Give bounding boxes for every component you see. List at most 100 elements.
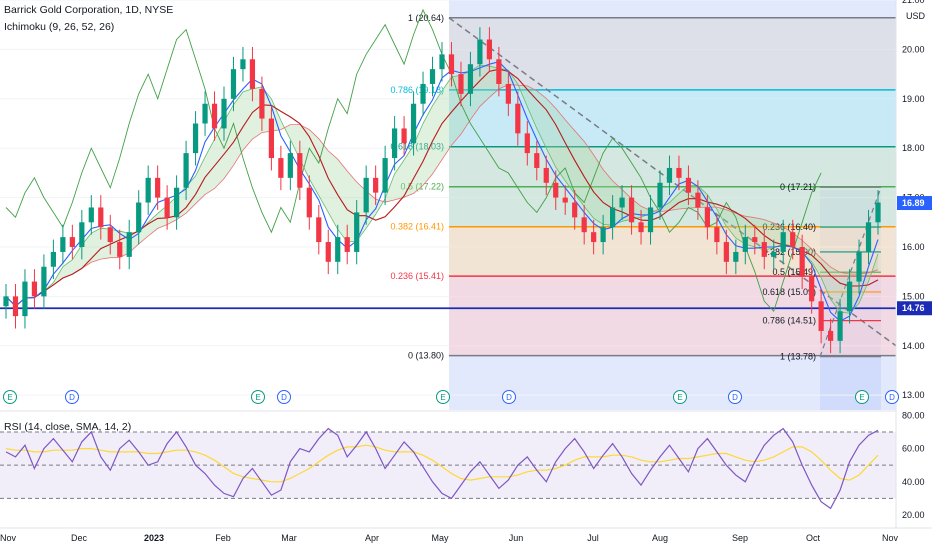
earnings-marker[interactable] <box>251 390 265 404</box>
candle-body <box>354 212 360 252</box>
candle-body <box>837 311 843 341</box>
fib-zone <box>449 17 896 90</box>
dividend-marker-label: D <box>732 393 738 402</box>
fib-level-label: 0 (13.80) <box>408 351 444 361</box>
time-tick-label: Apr <box>365 533 379 543</box>
candle-body <box>429 69 436 84</box>
earnings-marker-label: E <box>677 393 682 402</box>
candle-body <box>714 227 720 243</box>
candle-body <box>297 153 303 188</box>
fib-zone <box>449 146 896 187</box>
candle-body <box>268 118 274 159</box>
candle-body <box>79 222 85 247</box>
dividend-marker[interactable] <box>277 390 291 404</box>
price-tick-label: 21.00 <box>902 0 925 5</box>
candle-body <box>136 202 142 233</box>
fib-level-label: 1 (20.64) <box>408 13 444 23</box>
currency-label: USD <box>906 11 926 21</box>
candle-body <box>401 128 407 144</box>
earnings-marker-label: E <box>859 393 864 402</box>
price-tick-label: 13.00 <box>902 390 925 400</box>
candle-body <box>211 103 218 129</box>
fib-small-label: 0.236 (16.40) <box>762 222 816 232</box>
earnings-marker-label: E <box>440 393 445 402</box>
candle-body <box>591 232 597 243</box>
dividend-marker-label: D <box>281 393 287 402</box>
dividend-marker[interactable] <box>885 390 899 404</box>
candles-layer <box>3 27 881 354</box>
candle-body <box>685 177 692 193</box>
fib-level-label: 0.5 (17.22) <box>400 182 444 192</box>
dividend-marker[interactable] <box>65 390 79 404</box>
candle-body <box>638 222 644 233</box>
candle-body <box>325 242 331 262</box>
candle-body <box>145 177 151 203</box>
earnings-marker-label: E <box>255 393 260 402</box>
ichimoku-legend[interactable]: Ichimoku (9, 26, 52, 26) <box>4 21 115 33</box>
earnings-marker[interactable] <box>436 390 450 404</box>
time-tick-label: Jul <box>587 533 599 543</box>
current-price-value: 16.89 <box>902 198 925 208</box>
candle-body <box>647 207 654 233</box>
dividend-marker[interactable] <box>728 390 742 404</box>
candle-body <box>543 167 549 183</box>
dividend-marker[interactable] <box>502 390 516 404</box>
time-tick-label: Sep <box>732 533 748 543</box>
candle-body <box>553 182 559 198</box>
candle-body <box>88 207 94 223</box>
candle-body <box>249 59 256 89</box>
candle-body <box>657 182 663 208</box>
candle-body <box>790 232 796 247</box>
candle-body <box>31 281 38 297</box>
candle-body <box>733 251 739 262</box>
candle-body <box>809 276 815 302</box>
axis-layer: 21.0020.0019.0018.0017.0016.0015.0014.00… <box>0 0 932 543</box>
candle-body <box>192 123 199 154</box>
candle-body <box>856 251 862 282</box>
candle-body <box>335 237 341 262</box>
candle-body <box>477 39 483 65</box>
candle-body <box>704 207 710 228</box>
candle-body <box>316 217 322 243</box>
candle-body <box>875 202 881 223</box>
candle-body <box>581 217 587 233</box>
candle-body <box>126 232 132 257</box>
candle-body <box>98 207 104 228</box>
fibonacci-layer[interactable]: 1 (20.64) 0.786 (19.18) 0.618 (18.03) 0.5 (… <box>0 13 897 362</box>
candle-body <box>771 251 777 257</box>
candle-body <box>780 232 786 252</box>
kijun-line <box>5 68 879 308</box>
candle-body <box>230 69 237 99</box>
earnings-marker[interactable] <box>673 390 687 404</box>
fib-small-label: 0.382 (15.90) <box>762 247 816 257</box>
earnings-marker-label: E <box>7 393 12 402</box>
time-tick-label: May <box>431 533 449 543</box>
candle-body <box>69 237 75 247</box>
candle-body <box>60 237 66 252</box>
candle-body <box>306 187 312 218</box>
time-tick-label: Aug <box>652 533 668 543</box>
candle-body <box>458 74 464 94</box>
candle-body <box>287 153 293 178</box>
price-axis-panel <box>896 0 932 528</box>
fib-level-label: 0.236 (15.41) <box>390 271 444 281</box>
symbol-title[interactable]: Barrick Gold Corporation, 1D, NYSE <box>4 4 174 16</box>
candle-body <box>259 88 265 119</box>
candle-body <box>600 227 606 243</box>
time-tick-label: Jun <box>509 533 524 543</box>
price-tick-label: 15.00 <box>902 291 925 301</box>
candle-body <box>666 167 673 183</box>
candle-body <box>628 197 635 223</box>
candle-body <box>524 133 530 154</box>
candle-body <box>486 39 492 60</box>
candle-body <box>610 207 616 228</box>
candle-body <box>22 281 28 317</box>
candle-body <box>382 158 388 193</box>
rsi-legend[interactable]: RSI (14, close, SMA, 14, 2) <box>4 421 132 433</box>
earnings-marker[interactable] <box>855 390 869 404</box>
candle-body <box>117 242 123 257</box>
earnings-marker[interactable] <box>3 390 17 404</box>
